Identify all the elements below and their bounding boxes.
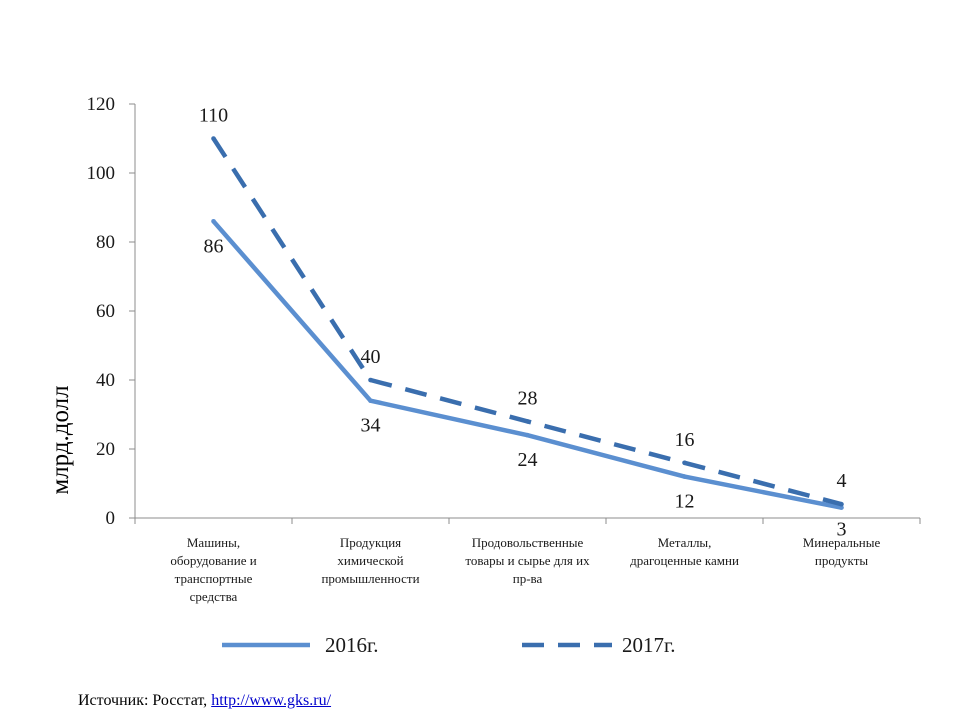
y-ticks: 0 20 40 60 80 100 120	[87, 94, 135, 529]
legend-label-2017: 2017г.	[622, 633, 676, 657]
data-label-2017: 16	[675, 429, 695, 451]
data-point	[839, 501, 844, 507]
category-label-line: пр-ва	[513, 571, 543, 586]
category-labels: Машины, оборудование и транспортные средств…	[134, 518, 921, 604]
y-tick-label: 0	[106, 508, 116, 529]
category-label-line: промышленности	[321, 571, 419, 586]
y-tick-label: 100	[87, 163, 116, 184]
y-tick-label: 80	[96, 232, 115, 253]
data-label-2016: 3	[837, 519, 847, 541]
data-labels: 110 40 28 16 4 86 34 24 12 3	[199, 105, 847, 541]
category-label-line: Металлы,	[658, 535, 712, 550]
data-label-2017: 40	[361, 346, 381, 368]
y-tick-label: 20	[96, 439, 115, 460]
category-label: Продукция химической промышленности	[321, 535, 419, 586]
category-label-line: Машины,	[187, 535, 240, 550]
category-label-line: Продовольственные	[472, 535, 584, 550]
category-label: Минеральные продукты	[803, 535, 881, 568]
data-label-2016: 34	[361, 415, 381, 437]
data-label-2017: 4	[837, 470, 847, 492]
category-label-line: драгоценные камни	[630, 553, 739, 568]
category-label: Машины, оборудование и транспортные средств…	[170, 535, 256, 604]
category-label-line: продукты	[815, 553, 869, 568]
category-label-line: транспортные	[175, 571, 253, 586]
data-point	[525, 419, 530, 424]
legend: 2016г. 2017г.	[222, 633, 676, 657]
data-label-2016: 24	[518, 449, 538, 471]
data-label-2016: 12	[675, 491, 695, 513]
category-label-line: Продукция	[340, 535, 401, 550]
data-label-2016: 86	[204, 235, 224, 257]
data-point	[525, 432, 530, 438]
category-label: Продовольственные товары и сырье для их пр…	[465, 535, 590, 586]
category-label: Металлы, драгоценные камни	[630, 535, 739, 568]
source-note: Источник: Росстат, http://www.gks.ru/	[78, 692, 331, 710]
data-label-2017: 110	[199, 105, 228, 127]
category-label-line: Минеральные	[803, 535, 881, 550]
category-label-line: химической	[337, 553, 403, 568]
series-lines	[211, 136, 844, 510]
y-tick-label: 60	[96, 301, 115, 322]
data-point	[211, 136, 216, 141]
y-tick-label: 40	[96, 370, 115, 391]
y-axis-label: млрд.долл	[47, 385, 74, 494]
data-point	[682, 460, 687, 466]
source-label: Источник: Росстат,	[78, 692, 208, 709]
category-label-line: оборудование и	[170, 553, 256, 568]
category-label-line: средства	[190, 589, 238, 604]
data-point	[839, 505, 844, 510]
data-point	[211, 219, 216, 224]
data-point	[682, 474, 687, 479]
category-label-line: товары и сырье для их	[465, 553, 590, 568]
data-label-2017: 28	[518, 387, 538, 409]
data-point	[368, 377, 373, 383]
data-point	[368, 398, 373, 404]
legend-label-2016: 2016г.	[325, 633, 379, 657]
y-tick-label: 120	[87, 94, 116, 115]
source-link[interactable]: http://www.gks.ru/	[211, 692, 332, 709]
